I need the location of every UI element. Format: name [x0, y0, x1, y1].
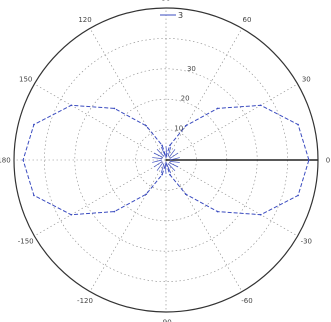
center-clutter-line: [169, 161, 180, 163]
series-point: [216, 107, 219, 110]
series-point: [161, 173, 163, 176]
angle-spoke: [165, 83, 298, 161]
angle-tick-label: -120: [77, 297, 93, 305]
center-clutter-line: [169, 152, 179, 159]
angle-tick-label: -90: [160, 319, 171, 322]
series-point: [184, 124, 187, 127]
center-clutter-line: [166, 163, 172, 174]
angle-spoke: [165, 28, 243, 161]
series-point: [33, 194, 35, 197]
series-point: [33, 123, 35, 126]
center-clutter-line: [160, 163, 165, 174]
center-clutter-line: [167, 146, 172, 157]
angle-tick-label: 120: [78, 16, 91, 24]
series-point: [308, 159, 310, 161]
series-layer: [22, 104, 310, 216]
angle-spoke: [89, 159, 167, 292]
series-point: [297, 123, 299, 126]
legend: 3: [160, 11, 183, 20]
angle-spoke: [34, 83, 167, 161]
center-clutter-line: [152, 159, 163, 163]
angle-spoke: [89, 28, 167, 161]
angle-tick-label: 150: [19, 76, 32, 84]
series-point: [169, 173, 171, 176]
series-point: [113, 210, 116, 213]
angle-tick-label: 0: [326, 157, 330, 165]
angle-tick-label: -30: [301, 238, 312, 246]
series-point: [165, 156, 167, 158]
radial-tick-label: 30: [187, 65, 196, 73]
center-clutter-line: [156, 162, 164, 171]
series-point: [216, 210, 219, 213]
center-clutter-line: [152, 157, 163, 159]
radial-tick-label: 20: [181, 95, 190, 103]
series-point: [22, 159, 24, 161]
series-point: [165, 162, 167, 164]
angle-tick-label: -60: [241, 297, 252, 305]
series-point: [259, 213, 262, 216]
series-point: [259, 104, 262, 107]
series-point: [169, 144, 171, 147]
angle-tick-label: -150: [18, 238, 34, 246]
center-clutter-line: [169, 157, 180, 161]
center-clutter-line: [164, 163, 167, 175]
center-clutter-line: [165, 145, 168, 157]
radial-tick-label: 10: [174, 124, 183, 132]
series-point: [145, 124, 148, 127]
angle-tick-label: 90: [162, 0, 171, 3]
angle-spoke: [165, 159, 298, 237]
series-point: [145, 193, 148, 196]
center-clutter-line: [167, 163, 176, 171]
angle-tick-label: 60: [243, 16, 252, 24]
angle-spoke: [165, 159, 243, 292]
series-point: [297, 194, 299, 197]
angle-tick-label: 30: [302, 76, 311, 84]
center-clutter-line: [160, 146, 166, 157]
center-clutter-line: [153, 152, 164, 158]
center-clutter-line: [153, 161, 163, 168]
series-point: [161, 144, 163, 147]
series-point: [70, 104, 73, 107]
series-point: [113, 107, 116, 110]
center-clutter-line: [156, 149, 165, 157]
angle-spokes: [14, 8, 318, 312]
center-clutter-line: [168, 162, 179, 168]
angle-tick-label: 180: [0, 157, 11, 165]
center-clutter-line: [168, 149, 176, 158]
radial-tick-labels: 10 20 30: [174, 65, 196, 132]
angle-spoke: [34, 159, 167, 237]
series-point: [70, 213, 73, 216]
legend-label: 3: [178, 11, 183, 20]
series-point: [184, 193, 187, 196]
